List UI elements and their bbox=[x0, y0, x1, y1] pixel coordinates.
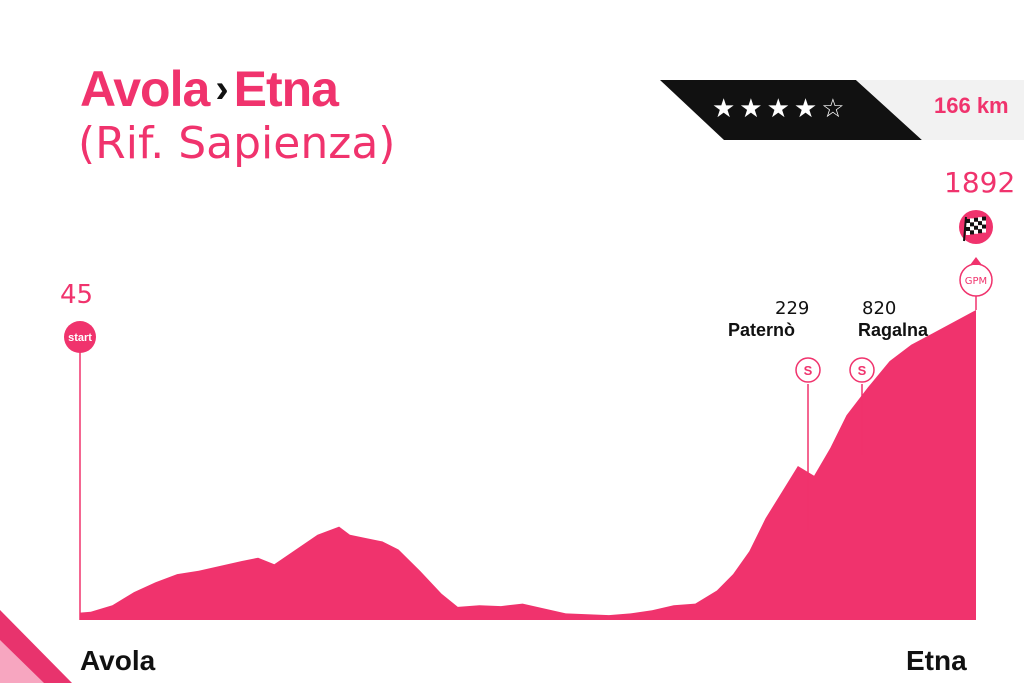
difficulty-badge bbox=[660, 80, 1024, 140]
flag-square bbox=[970, 226, 974, 231]
flag-square bbox=[982, 216, 986, 221]
corner-decoration bbox=[0, 610, 72, 683]
stage-distance: 166 km bbox=[934, 93, 1009, 118]
gpm-label: GPM bbox=[965, 276, 987, 287]
stage-title: Avola › Etna bbox=[80, 60, 339, 118]
stage-subtitle: (Rif. Sapienza) bbox=[78, 118, 396, 169]
title-end: Etna bbox=[233, 61, 339, 117]
start-marker: start bbox=[64, 321, 96, 353]
sprint-town: Paternò bbox=[728, 320, 796, 340]
sprint-label: S bbox=[804, 363, 813, 378]
sprint-marker-ragalna: S bbox=[849, 357, 875, 455]
badge-background bbox=[660, 80, 1024, 140]
start-place: Avola bbox=[80, 645, 156, 676]
flag-square bbox=[974, 229, 978, 234]
flag-square bbox=[974, 225, 978, 230]
flag-square bbox=[982, 220, 986, 225]
start-label: start bbox=[68, 332, 92, 344]
flag-square bbox=[982, 224, 986, 229]
flag-square bbox=[970, 230, 974, 235]
flag-square bbox=[978, 225, 982, 230]
flag-square bbox=[974, 217, 978, 222]
sprint-label: S bbox=[858, 363, 867, 378]
flag-square bbox=[966, 231, 970, 235]
flag-square bbox=[966, 223, 970, 227]
flag-square bbox=[978, 229, 982, 234]
sprint-altitude: 820 bbox=[862, 298, 897, 319]
flag-square bbox=[966, 227, 970, 231]
title-separator-icon: › bbox=[215, 67, 228, 111]
flag-square bbox=[970, 218, 974, 223]
difficulty-stars: ★★★★☆ bbox=[712, 94, 849, 124]
flag-square bbox=[974, 221, 978, 226]
sprint-marker-paterno: S bbox=[795, 357, 821, 530]
end-place: Etna bbox=[906, 645, 967, 676]
gpm-marker: GPM bbox=[959, 257, 993, 297]
sprint-town: Ragalna bbox=[858, 320, 929, 340]
flag-square bbox=[982, 228, 986, 233]
finish-altitude: 1892 bbox=[944, 166, 1016, 199]
start-altitude: 45 bbox=[60, 280, 94, 310]
flag-square bbox=[970, 222, 974, 227]
flag-pole bbox=[963, 216, 967, 242]
title-start: Avola bbox=[80, 61, 210, 117]
checkered-flag-icon bbox=[959, 210, 993, 244]
flag-square bbox=[978, 217, 982, 222]
flag-square bbox=[978, 221, 982, 226]
sprint-altitude: 229 bbox=[775, 298, 810, 319]
corner-stripe bbox=[0, 640, 44, 683]
flag-square bbox=[966, 219, 970, 223]
elevation-area bbox=[80, 310, 976, 620]
